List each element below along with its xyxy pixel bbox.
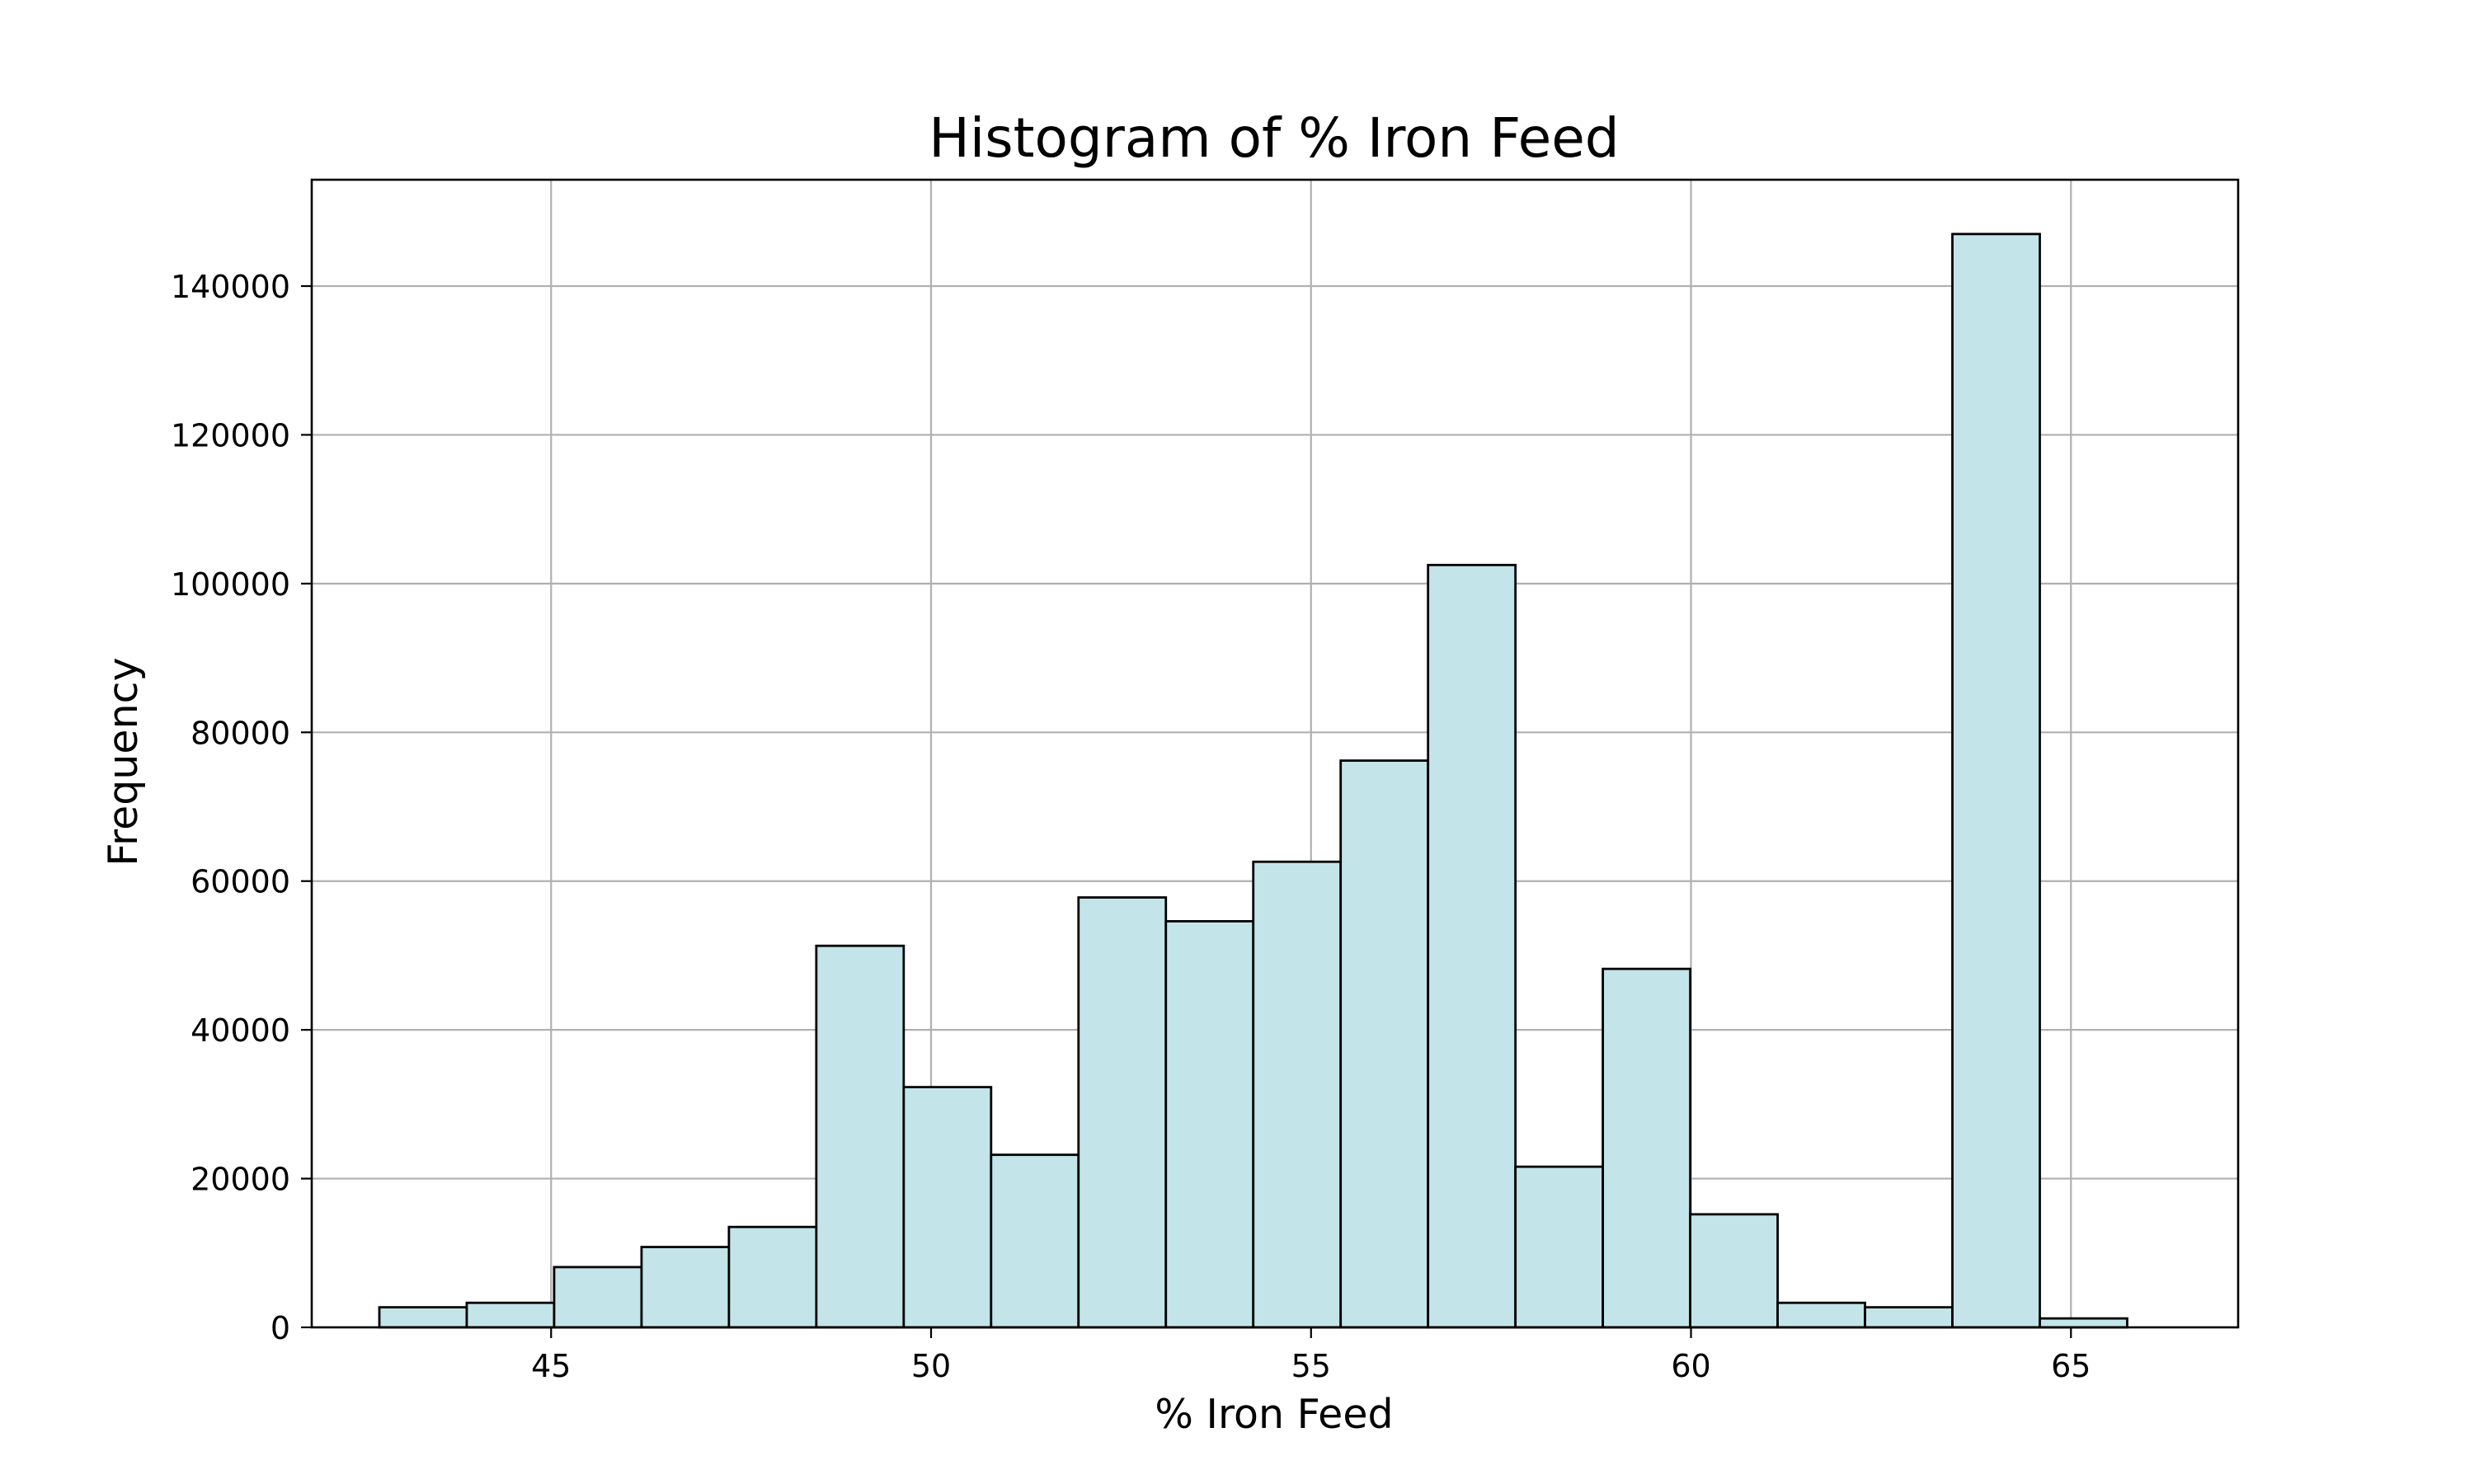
y-tick-label: 40000 <box>190 1012 290 1049</box>
histogram-bar <box>1951 232 2041 1329</box>
axis-ticks: 45 50 55 60 65 0 20000 40000 60000 80000 100000 120… <box>171 269 2091 1384</box>
y-tick-label: 100000 <box>171 566 290 603</box>
histogram-bar <box>1164 920 1255 1329</box>
histogram-bar <box>1514 1165 1605 1329</box>
x-tick-label: 45 <box>531 1348 571 1384</box>
y-axis-label: Frequency <box>100 657 147 866</box>
histogram-bar <box>1602 967 1691 1329</box>
x-tick-label: 50 <box>911 1348 951 1384</box>
y-tick-label: 80000 <box>190 715 290 751</box>
plot-frame <box>310 178 2240 1329</box>
y-tick-label: 140000 <box>171 269 290 305</box>
histogram-bar <box>378 1306 468 1329</box>
histogram-bar <box>640 1246 731 1329</box>
histogram-bar <box>902 1086 993 1329</box>
histogram-bar <box>1689 1213 1779 1329</box>
y-tick-label: 0 <box>270 1310 290 1346</box>
x-tick-label: 65 <box>2051 1348 2091 1384</box>
x-axis-label: % Iron Feed <box>1155 1391 1393 1438</box>
histogram-bar <box>1427 563 1517 1329</box>
x-tick-label: 60 <box>1671 1348 1710 1384</box>
y-tick-label: 60000 <box>190 864 290 900</box>
x-tick-label: 55 <box>1291 1348 1331 1384</box>
histogram-bar <box>1252 860 1343 1329</box>
y-tick-label: 20000 <box>190 1162 290 1198</box>
histogram-bar <box>553 1266 643 1329</box>
y-tick-label: 120000 <box>171 417 290 453</box>
histogram-bar <box>727 1225 818 1329</box>
histogram-bar <box>1077 896 1168 1329</box>
histogram-bar <box>1339 759 1430 1329</box>
histogram-bar <box>815 944 905 1329</box>
histogram-bar <box>465 1301 556 1329</box>
histogram-bar <box>1864 1306 1954 1329</box>
histogram-bar <box>1776 1301 1866 1329</box>
chart-title: Histogram of % Iron Feed <box>929 106 1619 170</box>
histogram-bar <box>2039 1317 2128 1329</box>
histogram-bar <box>990 1153 1080 1329</box>
bars <box>378 232 2128 1329</box>
